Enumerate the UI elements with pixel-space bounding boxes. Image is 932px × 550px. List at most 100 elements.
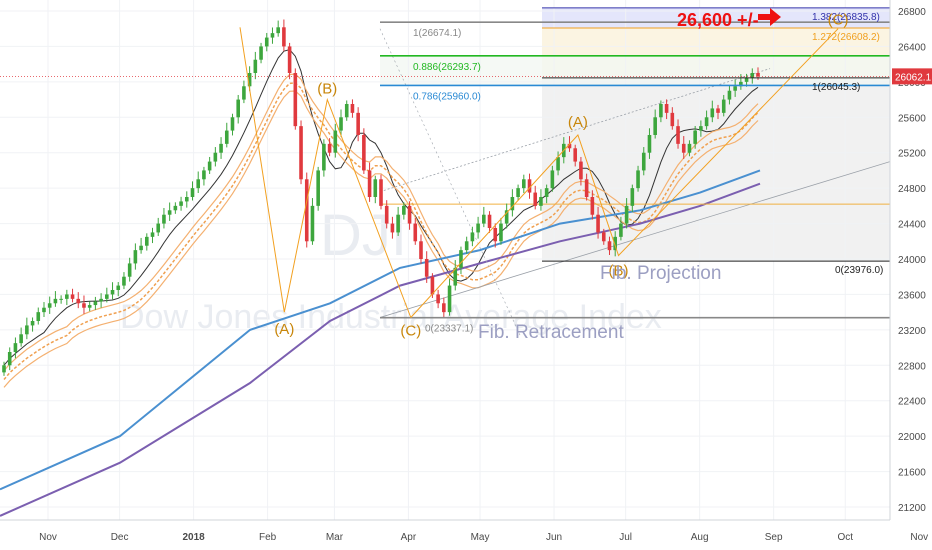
retracement-band	[380, 55, 890, 86]
candle-body	[304, 179, 309, 242]
candle-body	[590, 197, 595, 215]
candle-body	[30, 321, 35, 326]
wave-line-second	[410, 28, 839, 318]
x-tick-label: Jun	[546, 532, 562, 543]
x-tick-label: Mar	[326, 532, 344, 543]
candle-body	[259, 46, 263, 60]
candle-body	[659, 104, 663, 118]
candle-body	[145, 236, 149, 246]
projection-low-band	[542, 77, 890, 262]
candle-body	[236, 99, 240, 118]
y-tick-label: 25600	[898, 113, 926, 124]
candle-body	[579, 161, 583, 180]
candle-body	[287, 46, 292, 73]
candle-body	[716, 108, 720, 113]
candle-body	[87, 305, 92, 308]
wave-label: (B)	[608, 262, 628, 279]
fib-projection-label: Fib. Projection	[600, 263, 721, 284]
candle-body	[424, 259, 429, 277]
candle-body	[584, 179, 589, 197]
x-tick-label: Nov	[39, 532, 57, 543]
candle-body	[7, 352, 12, 366]
candle-body	[150, 232, 155, 237]
candle-body	[607, 241, 612, 251]
candle-body	[442, 303, 446, 313]
x-tick-label: Aug	[691, 532, 709, 543]
candle-body	[344, 104, 349, 118]
candle-body	[316, 170, 320, 206]
candle-body	[453, 267, 458, 286]
candle-body	[407, 205, 412, 224]
wave-label: (C)	[400, 322, 421, 339]
wave-label: (A)	[274, 321, 294, 338]
y-tick-label: 24400	[898, 220, 926, 231]
candle-body	[664, 104, 669, 113]
candle-body	[379, 179, 383, 206]
candle-body	[207, 161, 212, 171]
candle-body	[70, 294, 75, 299]
candle-body	[184, 197, 189, 202]
candle-body	[299, 126, 303, 180]
candle-body	[630, 188, 635, 206]
candle-body	[739, 81, 743, 87]
candle-body	[322, 143, 326, 171]
target-text: 26,600 +/-	[677, 10, 759, 30]
candle-body	[476, 223, 480, 233]
candle-body	[402, 205, 406, 215]
candle-body	[527, 179, 532, 193]
candle-body	[339, 117, 343, 131]
y-tick-label: 23600	[898, 290, 926, 301]
candle-body	[436, 294, 440, 304]
fib-retracement-text: 1(26674.1)	[413, 28, 461, 39]
candle-body	[276, 27, 280, 34]
candle-body	[419, 241, 423, 259]
y-tick-label: 24800	[898, 184, 926, 195]
fib-projection-text: 1.272(26608.2)	[812, 32, 880, 43]
ma-100	[0, 169, 761, 491]
candle-body	[13, 343, 18, 352]
candle-body	[384, 205, 389, 224]
candle-body	[459, 250, 463, 268]
candle-body	[367, 170, 372, 197]
last-price-badge	[892, 68, 932, 85]
y-tick-label: 22000	[898, 432, 926, 443]
candle-body	[522, 179, 526, 189]
candle-body	[333, 130, 338, 153]
candle-body	[693, 130, 697, 144]
target-arrow-icon	[758, 8, 781, 26]
candle-body	[282, 27, 286, 47]
y-axis-panel	[890, 0, 932, 550]
candle-body	[167, 210, 172, 215]
candle-body	[413, 223, 418, 242]
x-axis-panel	[0, 520, 932, 550]
candle-body	[116, 285, 121, 290]
candle-body	[653, 117, 657, 135]
candle-body	[493, 228, 498, 242]
candle-body	[350, 104, 355, 113]
candle-body	[219, 143, 223, 153]
candle-body	[162, 214, 166, 224]
candle-body	[139, 245, 143, 251]
candle-body	[641, 152, 646, 171]
candle-body	[390, 223, 395, 233]
candle-body	[327, 143, 332, 153]
candle-body	[613, 236, 617, 251]
candle-body	[710, 108, 715, 118]
candle-body	[596, 214, 600, 233]
tool-background-layer	[380, 7, 890, 262]
candle-body	[430, 276, 435, 295]
x-tick-label: Apr	[401, 532, 417, 543]
x-tick-label: Jul	[619, 532, 632, 543]
y-tick-label: 21600	[898, 468, 926, 479]
candle-body	[687, 143, 692, 153]
x-tick-label: Nov	[910, 532, 928, 543]
candle-body	[681, 143, 686, 153]
candle-body	[504, 210, 509, 224]
candle-body	[82, 303, 86, 308]
candle-body	[533, 192, 538, 206]
candle-body	[619, 223, 623, 237]
channel-lower	[379, 161, 891, 318]
y-tick-label: 24000	[898, 255, 926, 266]
candle-body	[173, 205, 178, 211]
